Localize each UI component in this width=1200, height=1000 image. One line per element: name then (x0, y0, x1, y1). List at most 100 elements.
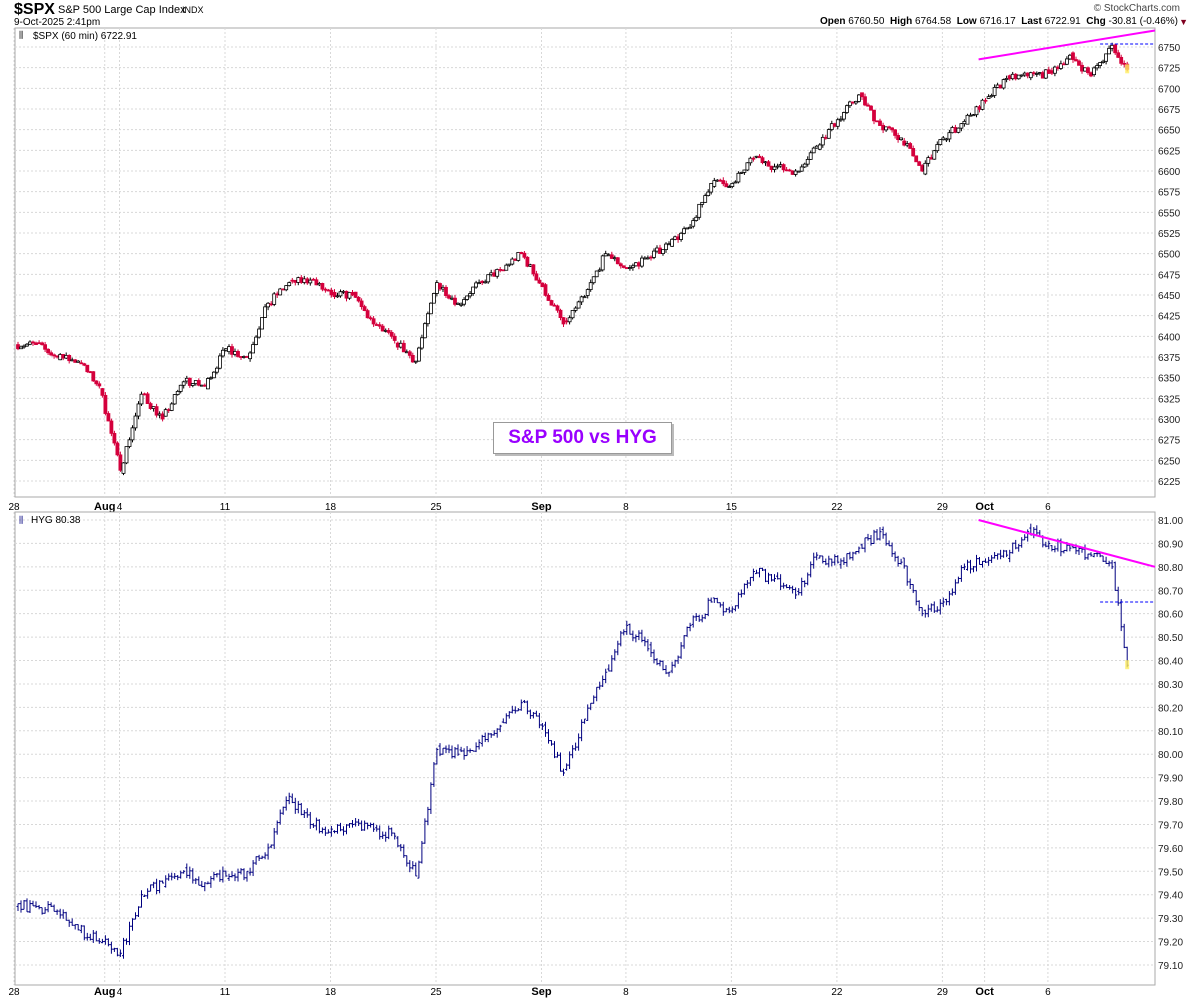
candle-body (624, 267, 629, 269)
candle-body (317, 283, 322, 286)
candle-body (540, 282, 545, 288)
candle-body (91, 371, 96, 382)
candle-body (736, 172, 741, 183)
candle-body (790, 170, 795, 175)
candle-body (347, 292, 352, 299)
candle-body (962, 121, 967, 125)
y-tick-label: 6275 (1158, 436, 1181, 447)
candle-body (730, 183, 735, 187)
candle-body (709, 183, 714, 193)
candle-body (905, 143, 910, 146)
candle-body (124, 446, 129, 464)
candle-body (344, 290, 349, 299)
candle-body (103, 394, 108, 414)
candle-body (154, 406, 159, 416)
candle-body (863, 96, 867, 106)
candle-body (278, 288, 283, 296)
candle-body (19, 346, 23, 350)
candle-body (251, 344, 256, 354)
candle-body (37, 342, 41, 345)
candle-body (383, 329, 388, 332)
candle-body (293, 279, 298, 283)
x-tick-label: 28 (8, 987, 20, 998)
bar-legend-icon: ⫼ (19, 515, 23, 525)
y-tick-label: 6225 (1158, 477, 1181, 488)
candle-body (332, 292, 337, 298)
spx-panel: 6225625062756300632563506375640064256450… (8, 27, 1181, 513)
candle-body (682, 228, 686, 234)
candle-body (1056, 66, 1060, 69)
candle-body (643, 257, 647, 260)
y-tick-label: 79.90 (1158, 774, 1183, 785)
trendline (978, 519, 1156, 568)
candle-body (64, 355, 69, 359)
candle-body (712, 180, 717, 187)
candle-body (742, 169, 747, 173)
candle-body (715, 179, 720, 182)
plot-area (14, 511, 1156, 986)
candle-body (745, 162, 750, 171)
brand-logo[interactable]: © StockCharts.com (1093, 3, 1180, 14)
candle-body (118, 454, 123, 471)
candle-body (579, 296, 584, 303)
candle-body (989, 95, 994, 98)
candle-body (326, 289, 331, 292)
candle-body (829, 123, 834, 130)
candle-body (157, 413, 162, 416)
candle-body (1116, 52, 1121, 58)
candle-body (935, 144, 940, 152)
candle-body (1110, 44, 1114, 49)
candle-body (214, 367, 219, 373)
candle-body (986, 96, 991, 99)
candle-body (438, 283, 442, 290)
candle-body (284, 285, 289, 291)
candle-body (184, 377, 189, 382)
candle-body (811, 147, 816, 154)
y-tick-label: 79.80 (1158, 797, 1183, 808)
candle-body (323, 288, 328, 291)
x-tick-label: 15 (726, 502, 738, 513)
candle-body (242, 356, 246, 358)
candle-body (431, 293, 436, 304)
candle-body (139, 393, 144, 405)
candle-body (489, 272, 494, 276)
candle-body (377, 324, 382, 327)
candle-body (220, 349, 225, 357)
candle-body (564, 320, 569, 323)
candle-body (561, 317, 566, 325)
candle-body (953, 127, 958, 133)
candle-body (169, 403, 174, 411)
candle-body (127, 439, 132, 447)
candle-body (555, 305, 560, 311)
low-value: 6716.17 (979, 16, 1016, 27)
candle-body (471, 286, 476, 294)
annotation-label: S&P 500 vs HYG (493, 422, 672, 454)
candle-body (983, 99, 988, 102)
candle-body (558, 309, 563, 319)
candle-body (848, 101, 852, 107)
x-tick-label: 8 (623, 987, 629, 998)
x-tick-label: Aug (94, 501, 115, 513)
candle-body (450, 297, 454, 300)
candle-body (272, 293, 277, 305)
candle-body (106, 413, 111, 422)
x-tick-label: Oct (975, 986, 994, 998)
candle-body (914, 155, 919, 163)
candle-body (615, 257, 620, 265)
candle-body (296, 277, 301, 283)
y-tick-label: 81.00 (1158, 516, 1183, 527)
candle-body (441, 286, 445, 290)
candle-body (287, 282, 292, 287)
y-tick-label: 80.40 (1158, 657, 1183, 668)
candle-body (434, 282, 439, 294)
candle-body (796, 170, 801, 173)
y-tick-label: 79.50 (1158, 867, 1183, 878)
dropdown-triangle-icon[interactable]: ▼ (1179, 17, 1188, 27)
candle-body (1071, 52, 1075, 60)
x-tick-label: 8 (623, 502, 629, 513)
y-tick-label: 6250 (1158, 456, 1181, 467)
candle-body (603, 253, 608, 257)
candle-body (365, 310, 370, 319)
candle-body (763, 161, 768, 164)
